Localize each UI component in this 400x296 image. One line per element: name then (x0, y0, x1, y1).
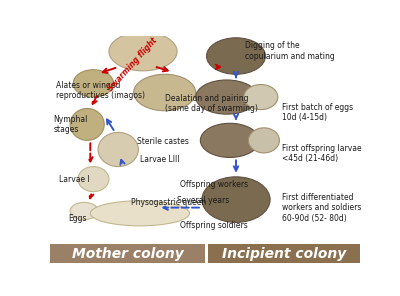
Ellipse shape (98, 132, 138, 167)
Text: Nymphal
stages: Nymphal stages (53, 115, 88, 134)
Ellipse shape (78, 167, 109, 192)
Text: Sterile castes: Sterile castes (137, 137, 189, 146)
Ellipse shape (202, 177, 270, 222)
Text: Eggs: Eggs (69, 215, 87, 223)
Ellipse shape (70, 202, 98, 220)
Text: First batch of eggs
10d (4-15d): First batch of eggs 10d (4-15d) (282, 103, 354, 122)
Bar (208, 244, 360, 263)
Ellipse shape (196, 80, 258, 114)
Text: Dealation and pairing
(same day of swarming): Dealation and pairing (same day of swarm… (165, 94, 258, 113)
Ellipse shape (134, 74, 196, 111)
Ellipse shape (109, 32, 177, 71)
Text: Physogastric queen: Physogastric queen (131, 199, 206, 207)
Ellipse shape (73, 70, 114, 97)
Text: Incipient colony: Incipient colony (222, 247, 346, 261)
Text: Swarming flight: Swarming flight (106, 36, 158, 93)
Text: Several years: Several years (177, 196, 230, 205)
Ellipse shape (206, 38, 266, 74)
Text: Mother colony: Mother colony (72, 247, 183, 261)
Text: First differentiated
workers and soldiers
60-90d (52- 80d): First differentiated workers and soldier… (282, 193, 362, 223)
Bar (50, 244, 205, 263)
Ellipse shape (244, 85, 278, 110)
Ellipse shape (90, 201, 190, 226)
Text: Offspring soldiers: Offspring soldiers (180, 221, 248, 230)
Text: First offspring larvae
<45d (21-46d): First offspring larvae <45d (21-46d) (282, 144, 362, 163)
Ellipse shape (248, 128, 279, 153)
Text: Digging of the
copularium and mating: Digging of the copularium and mating (245, 41, 335, 61)
Text: Larvae I: Larvae I (59, 175, 90, 184)
Ellipse shape (200, 123, 259, 157)
Text: Offspring workers: Offspring workers (180, 180, 248, 189)
Text: Alates or winged
reproductives (imagos): Alates or winged reproductives (imagos) (56, 81, 145, 100)
Ellipse shape (70, 108, 104, 140)
Text: Larvae LIII: Larvae LIII (140, 155, 179, 164)
